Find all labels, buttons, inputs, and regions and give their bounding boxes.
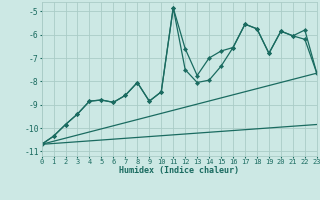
X-axis label: Humidex (Indice chaleur): Humidex (Indice chaleur) <box>119 166 239 175</box>
